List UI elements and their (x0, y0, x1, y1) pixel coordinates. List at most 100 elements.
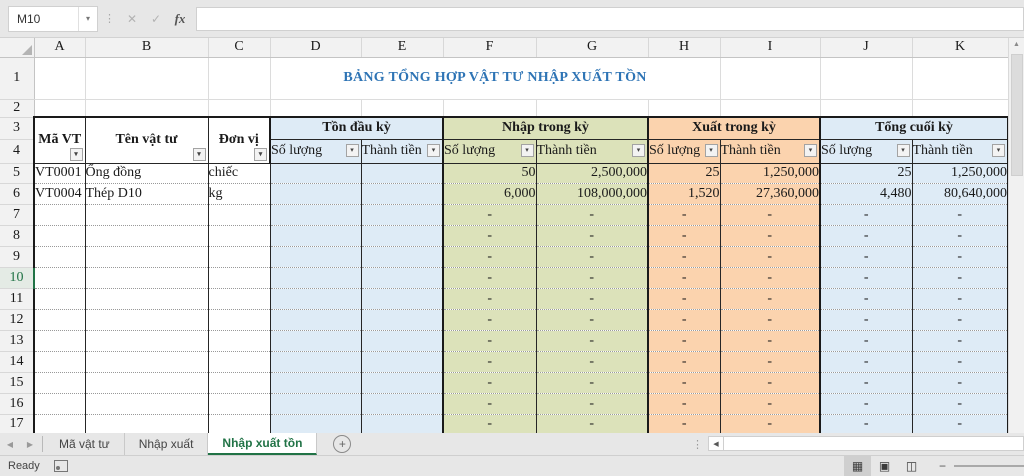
cell-I5[interactable]: 1,250,000 (719, 163, 821, 184)
cell-G10[interactable]: - (535, 267, 649, 289)
cell-F2[interactable] (443, 99, 537, 118)
cell-A7[interactable] (33, 204, 86, 226)
cell-K1[interactable] (912, 57, 1008, 100)
cell-C10[interactable] (207, 267, 271, 289)
cell-I15[interactable]: - (719, 372, 821, 394)
cell-H8[interactable]: - (647, 225, 721, 247)
cell-I8[interactable]: - (719, 225, 821, 247)
cell-F11[interactable]: - (442, 288, 537, 310)
cell-A12[interactable] (33, 309, 86, 331)
cell-C1[interactable] (208, 57, 271, 100)
cell-A9[interactable] (33, 246, 86, 268)
cell-J15[interactable]: - (819, 372, 913, 394)
cell-I1[interactable] (720, 57, 821, 100)
cell-A15[interactable] (33, 372, 86, 394)
cell-H12[interactable]: - (647, 309, 721, 331)
cell-I10[interactable]: - (719, 267, 821, 289)
cell-F8[interactable]: - (442, 225, 537, 247)
row-header-4[interactable]: 4 (0, 139, 35, 164)
view-page-break-icon[interactable]: ◫ (905, 459, 918, 473)
cell-C6[interactable]: kg (207, 183, 271, 205)
cell-G15[interactable]: - (535, 372, 649, 394)
cell-B2[interactable] (85, 99, 209, 118)
formula-input[interactable] (196, 6, 1024, 31)
cell-G5[interactable]: 2,500,000 (535, 163, 649, 184)
header-group-1[interactable]: Nhập trong kỳ (442, 116, 649, 140)
row-header-1[interactable]: 1 (0, 57, 35, 100)
cell-K14[interactable]: - (911, 351, 1008, 373)
row-header-14[interactable]: 14 (0, 351, 35, 373)
cell-H16[interactable]: - (647, 393, 721, 415)
row-header-13[interactable]: 13 (0, 330, 35, 352)
cell-F15[interactable]: - (442, 372, 537, 394)
column-header-J[interactable]: J (820, 38, 913, 58)
subheader-amount-0[interactable]: Thành tiền ▾ (360, 138, 444, 164)
cell-K15[interactable]: - (911, 372, 1008, 394)
cell-J10[interactable]: - (819, 267, 913, 289)
filter-dropdown-icon[interactable]: ▾ (254, 147, 267, 161)
row-header-8[interactable]: 8 (0, 225, 35, 247)
sheet-tab-inactive[interactable]: Nhập xuất (125, 433, 209, 455)
cell-C9[interactable] (207, 246, 271, 268)
cell-J9[interactable]: - (819, 246, 913, 268)
cell-K6[interactable]: 80,640,000 (911, 183, 1008, 205)
cell-G7[interactable]: - (535, 204, 649, 226)
row-header-3[interactable]: 3 (0, 117, 35, 140)
column-header-C[interactable]: C (208, 38, 271, 58)
cell-E16[interactable] (360, 393, 444, 415)
header-name[interactable]: Tên vật tư ▾ (84, 116, 209, 164)
cell-C8[interactable] (207, 225, 271, 247)
cell-C2[interactable] (208, 99, 271, 118)
cell-K2[interactable] (912, 99, 1008, 118)
cell-C5[interactable]: chiếc (207, 163, 271, 184)
cell-B1[interactable] (85, 57, 209, 100)
cell-H14[interactable]: - (647, 351, 721, 373)
cell-K17[interactable]: - (911, 414, 1008, 433)
cell-F6[interactable]: 6,000 (442, 183, 537, 205)
cell-B8[interactable] (84, 225, 209, 247)
header-group-0[interactable]: Tồn đầu kỳ (269, 116, 444, 140)
column-header-I[interactable]: I (720, 38, 821, 58)
cell-G13[interactable]: - (535, 330, 649, 352)
cell-I2[interactable] (720, 99, 821, 118)
cell-D5[interactable] (269, 163, 362, 184)
cell-I7[interactable]: - (719, 204, 821, 226)
row-header-17[interactable]: 17 (0, 414, 35, 433)
cell-E12[interactable] (360, 309, 444, 331)
cell-D14[interactable] (269, 351, 362, 373)
scroll-left-button[interactable]: ◀ (708, 436, 724, 451)
cell-K16[interactable]: - (911, 393, 1008, 415)
scroll-up-icon[interactable]: ▲ (1013, 41, 1020, 48)
cell-F9[interactable]: - (442, 246, 537, 268)
cell-K9[interactable]: - (911, 246, 1008, 268)
filter-dropdown-icon[interactable]: ▾ (345, 144, 359, 157)
cell-K7[interactable]: - (911, 204, 1008, 226)
sheet-tab-inactive[interactable]: Mã vật tư (45, 433, 125, 455)
header-unit[interactable]: Đơn vị ▾ (207, 116, 271, 164)
cell-D8[interactable] (269, 225, 362, 247)
cell-I12[interactable]: - (719, 309, 821, 331)
cell-J6[interactable]: 4,480 (819, 183, 913, 205)
subheader-amount-2[interactable]: Thành tiền ▾ (719, 138, 821, 164)
cell-I13[interactable]: - (719, 330, 821, 352)
filter-dropdown-icon[interactable]: ▾ (992, 144, 1005, 157)
cell-F7[interactable]: - (442, 204, 537, 226)
cell-E10[interactable] (360, 267, 444, 289)
column-header-K[interactable]: K (912, 38, 1008, 58)
cell-E11[interactable] (360, 288, 444, 310)
cell-A13[interactable] (33, 330, 86, 352)
cell-A17[interactable] (33, 414, 86, 433)
select-all-corner[interactable] (0, 38, 35, 58)
filter-dropdown-icon[interactable]: ▾ (69, 147, 83, 161)
cell-E7[interactable] (360, 204, 444, 226)
row-header-6[interactable]: 6 (0, 183, 35, 205)
row-header-9[interactable]: 9 (0, 246, 35, 268)
horizontal-scrollbar[interactable] (724, 436, 1024, 451)
column-header-G[interactable]: G (536, 38, 649, 58)
row-header-16[interactable]: 16 (0, 393, 35, 415)
subheader-quantity-3[interactable]: Số lượng ▾ (819, 138, 913, 164)
cell-A10[interactable] (33, 267, 86, 289)
cell-D10[interactable] (269, 267, 362, 289)
zoom-out-icon[interactable]: − (938, 459, 946, 473)
cell-H11[interactable]: - (647, 288, 721, 310)
